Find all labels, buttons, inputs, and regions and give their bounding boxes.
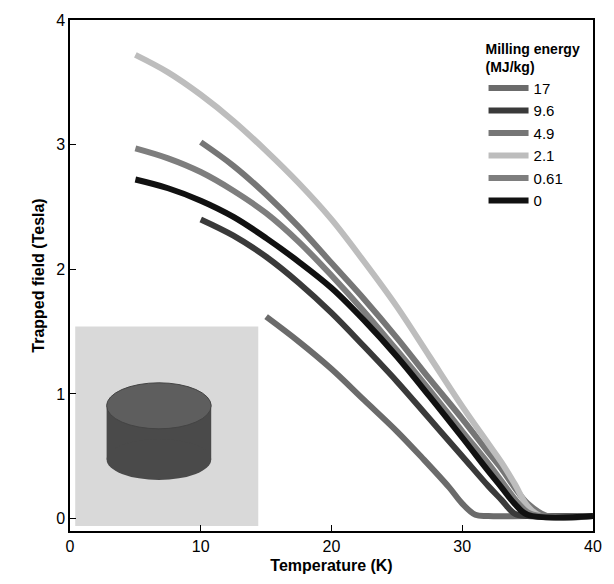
svg-text:20: 20 [323, 538, 341, 555]
svg-text:4: 4 [56, 12, 65, 29]
svg-text:0: 0 [66, 538, 75, 555]
svg-text:17: 17 [534, 80, 551, 97]
svg-text:0: 0 [56, 510, 65, 527]
svg-text:30: 30 [453, 538, 471, 555]
svg-text:40: 40 [584, 538, 602, 555]
svg-text:2: 2 [56, 261, 65, 278]
svg-text:0: 0 [534, 192, 542, 209]
svg-text:Temperature (K): Temperature (K) [270, 557, 392, 574]
svg-text:0.61: 0.61 [534, 170, 563, 187]
svg-text:4.9: 4.9 [534, 125, 555, 142]
svg-text:2.1: 2.1 [534, 147, 555, 164]
svg-text:3: 3 [56, 136, 65, 153]
svg-text:Trapped field (Tesla): Trapped field (Tesla) [30, 198, 47, 352]
svg-text:Milling energy(MJ/kg): Milling energy(MJ/kg) [486, 41, 580, 75]
svg-text:9.6: 9.6 [534, 102, 555, 119]
svg-text:1: 1 [56, 386, 65, 403]
svg-text:10: 10 [192, 538, 210, 555]
